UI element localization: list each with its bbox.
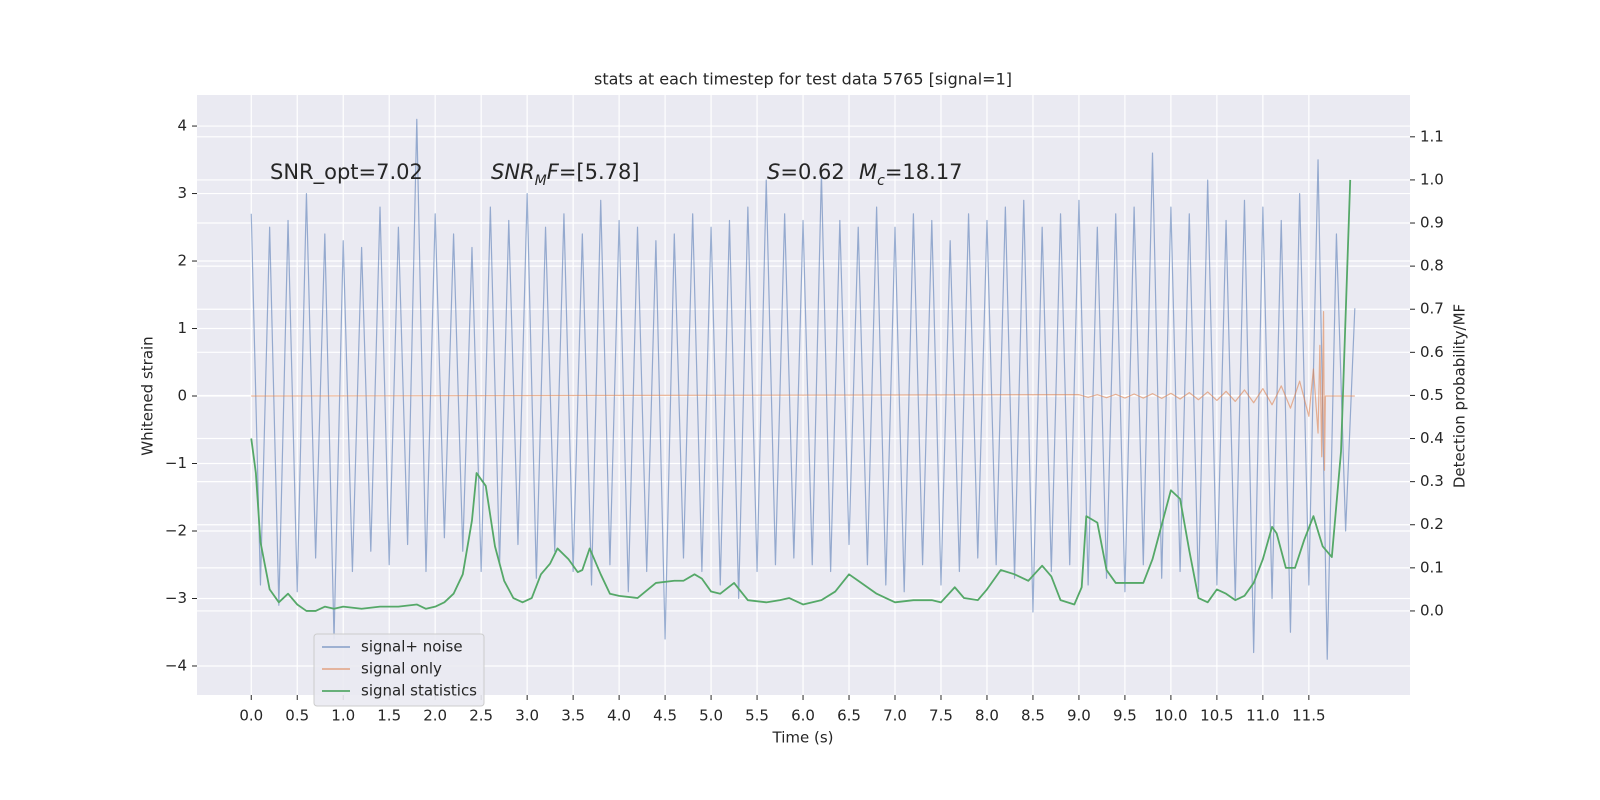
y-tick-label: 4 xyxy=(177,117,187,135)
series-line xyxy=(250,179,1352,612)
x-tick-label: 1.0 xyxy=(331,707,355,725)
y2-tick-label: 1.0 xyxy=(1420,170,1444,188)
x-tick-label: 5.5 xyxy=(745,707,769,725)
legend-label: signal only xyxy=(361,660,442,678)
x-tick-label: 0.0 xyxy=(239,707,263,725)
annotation-part: SNR xyxy=(491,160,535,184)
legend-box xyxy=(313,633,485,707)
y2-tick-label: 0.3 xyxy=(1420,472,1444,490)
x-tick-label: 11.0 xyxy=(1246,707,1279,725)
y2-tick-label: 0.6 xyxy=(1420,343,1444,361)
x-tick-label: 0.5 xyxy=(285,707,309,725)
chart-title: stats at each timestep for test data 576… xyxy=(594,70,1012,89)
annotation-part: M xyxy=(535,173,547,189)
x-tick-label: 10.0 xyxy=(1154,707,1187,725)
legend: signal+ noise signal only signal statistic… xyxy=(313,633,485,707)
annotations: SNR_opt=7.02 SNRMF=[5.78] S=0.62 Mc=18.17 xyxy=(270,160,963,189)
y2-axis-label: Detection probability/MF xyxy=(1451,304,1469,488)
y-tick-label: −2 xyxy=(165,521,187,539)
series-line xyxy=(250,118,1356,660)
x-tick-label: 6.5 xyxy=(837,707,861,725)
y-tick-label: −1 xyxy=(165,454,187,472)
x-tick-label: 10.5 xyxy=(1200,707,1233,725)
x-tick-label: 5.0 xyxy=(699,707,723,725)
y2-tick-label: 0.1 xyxy=(1420,558,1444,576)
y2-tick-label: 0.7 xyxy=(1420,300,1444,318)
x-tick-label: 7.0 xyxy=(883,707,907,725)
y2-tick-label: 0.2 xyxy=(1420,515,1444,533)
series-line xyxy=(251,311,1355,471)
y2-tick-label: 0.8 xyxy=(1420,257,1444,275)
x-tick-label: 9.5 xyxy=(1113,707,1137,725)
annotation-part: S xyxy=(767,160,780,184)
y2-tick-label: 0.5 xyxy=(1420,386,1444,404)
x-tick-label: 7.5 xyxy=(929,707,953,725)
y2-tick-label: 0.9 xyxy=(1420,214,1444,232)
x-tick-label: 2.0 xyxy=(423,707,447,725)
annotation-part: M xyxy=(859,160,877,184)
y-tick-label: 1 xyxy=(177,319,187,337)
annotation-part: =[5.78] xyxy=(559,160,640,184)
x-tick-label: 4.0 xyxy=(607,707,631,725)
x-tick-label: 1.5 xyxy=(377,707,401,725)
x-tick-label: 6.0 xyxy=(791,707,815,725)
x-tick-label: 4.5 xyxy=(653,707,677,725)
annotation-part: SNR_opt=7.02 xyxy=(270,160,423,185)
x-tick-label: 2.5 xyxy=(469,707,493,725)
x-tick-label: 9.0 xyxy=(1067,707,1091,725)
annotation-part: =18.17 xyxy=(885,160,963,184)
y-tick-label: 0 xyxy=(177,387,187,405)
x-tick-label: 3.5 xyxy=(561,707,585,725)
x-tick-label: 8.5 xyxy=(1021,707,1045,725)
y2-tick-label: 0.0 xyxy=(1420,601,1444,619)
annotation-part: =0.62 xyxy=(780,160,844,184)
annotation-part: F xyxy=(547,160,560,184)
y2-tick-label: 1.1 xyxy=(1420,127,1444,145)
annotation: Mc=18.17 xyxy=(859,160,963,189)
y-tick-label: 2 xyxy=(177,252,187,270)
y-tick-label: 3 xyxy=(177,184,187,202)
x-axis-label: Time (s) xyxy=(772,729,834,747)
legend-label: signal+ noise xyxy=(361,638,463,656)
x-tick-label: 3.0 xyxy=(515,707,539,725)
annotation: SNRMF=[5.78] xyxy=(491,160,640,189)
annotation: S=0.62 xyxy=(767,160,845,184)
annotation-part: c xyxy=(877,173,885,189)
marks xyxy=(250,118,1356,660)
annotation: SNR_opt=7.02 xyxy=(270,160,423,185)
x-tick-label: 8.0 xyxy=(975,707,999,725)
axes: 0.0 0.5 1.0 1.5 2.0 2.5 3.0 3.5 4.0 4.5 5.0 5.5 6.0 6… xyxy=(165,117,1444,725)
y-tick-label: −4 xyxy=(165,656,187,674)
x-tick-label: 11.5 xyxy=(1292,707,1325,725)
y-tick-label: −3 xyxy=(165,589,187,607)
legend-label: signal statistics xyxy=(361,682,477,700)
y2-tick-label: 0.4 xyxy=(1420,429,1444,447)
y-axis-label: Whitened strain xyxy=(139,336,157,455)
